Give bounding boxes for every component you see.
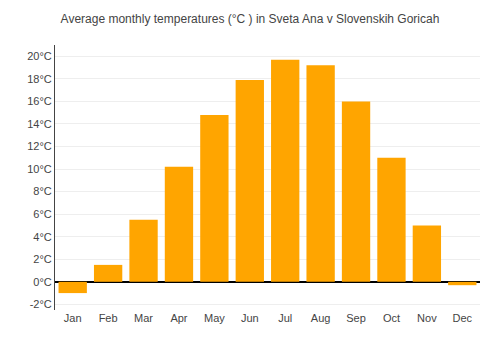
svg-text:-2°C: -2°C [30,298,52,310]
svg-text:6°C: 6°C [33,208,52,220]
svg-text:Nov: Nov [417,312,437,324]
svg-text:14°C: 14°C [27,118,52,130]
svg-text:Oct: Oct [383,312,400,324]
svg-text:4°C: 4°C [33,231,52,243]
svg-text:Aug: Aug [311,312,331,324]
svg-text:12°C: 12°C [27,140,52,152]
svg-text:Jun: Jun [241,312,259,324]
svg-text:Jul: Jul [278,312,292,324]
svg-text:Feb: Feb [99,312,118,324]
svg-text:Average monthly temperatures (: Average monthly temperatures (°C ) in Sv… [61,12,440,26]
svg-text:8°C: 8°C [33,185,52,197]
svg-text:Apr: Apr [170,312,187,324]
svg-text:16°C: 16°C [27,95,52,107]
svg-text:18°C: 18°C [27,73,52,85]
svg-text:May: May [204,312,225,324]
svg-text:Jan: Jan [64,312,82,324]
svg-text:Dec: Dec [453,312,473,324]
svg-text:2°C: 2°C [33,253,52,265]
svg-text:Mar: Mar [134,312,153,324]
svg-text:10°C: 10°C [27,163,52,175]
svg-text:20°C: 20°C [27,50,52,62]
svg-text:Sep: Sep [346,312,366,324]
svg-text:0°C: 0°C [33,276,52,288]
